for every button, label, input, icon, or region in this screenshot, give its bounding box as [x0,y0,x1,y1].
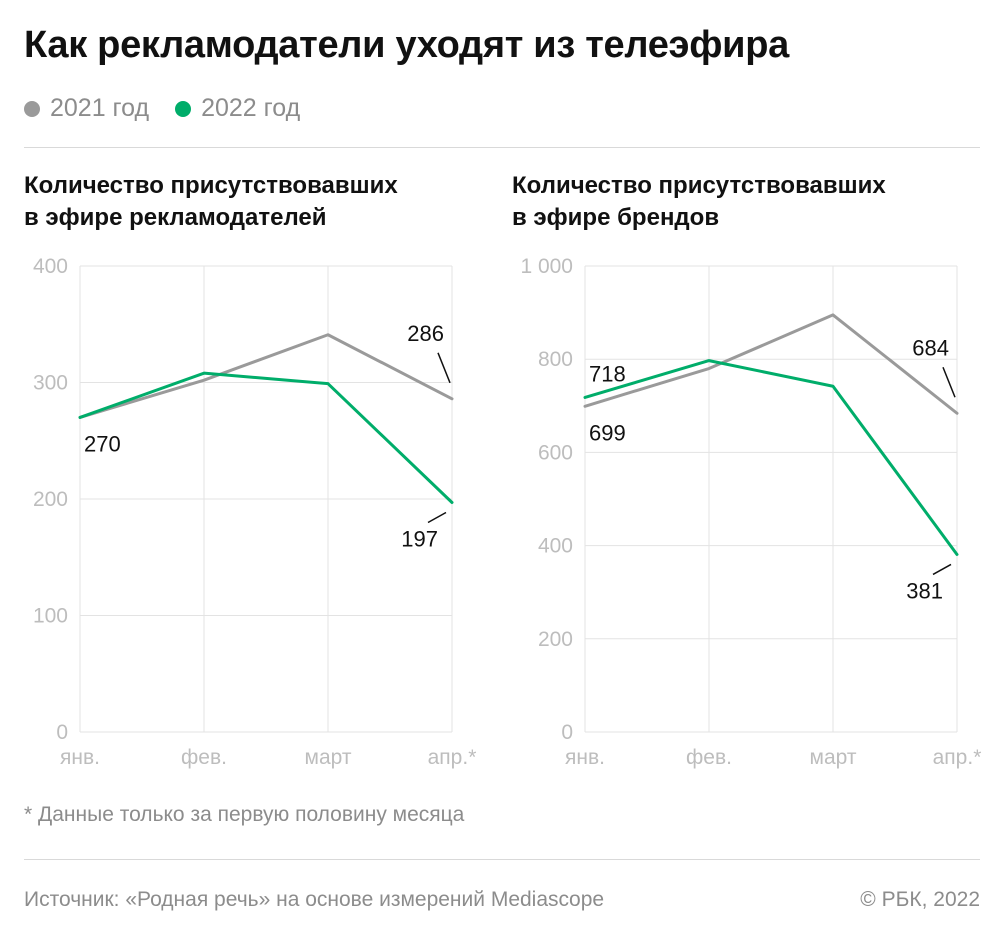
advertisers-data-label-2: 270 [84,431,121,456]
brands-data-label-3: 699 [589,420,626,445]
brands-data-label-1: 381 [906,578,943,603]
legend-dot-2021 [24,100,40,117]
brands-y-tick-label-0: 1 000 [520,255,573,278]
advertisers-y-tick-label-4: 0 [56,721,68,744]
advertisers-data-label-leader-1 [427,511,447,524]
advertisers-data-label-leader-0 [437,352,451,384]
left-chart-subtitle-line-2: в эфире рекламодателей [24,204,327,231]
advertisers-x-tick-label-3: апр.* [428,746,477,769]
right-chart-subtitle-line-1: Количество присутствовавших [512,172,886,199]
copyright: © РБК, 2022 [860,888,980,911]
advertisers-series-line-0 [78,333,454,419]
legend-item-2022: 2022 год [175,94,300,123]
left-chart-subtitle-line-1: Количество присутствовавших [24,172,398,199]
brands-y-tick-label-5: 0 [561,721,573,744]
brands-data-label-leader-0 [942,366,956,398]
brands-x-tick-label-1: фев. [686,746,732,769]
brands-y-tick-label-2: 600 [538,441,573,464]
brands-y-tick-label-4: 200 [538,628,573,651]
source-note: Источник: «Родная речь» на основе измере… [24,888,605,911]
right-chart-subtitle: Количество присутствовавших в эфире брен… [512,170,886,234]
advertisers-y-tick-label-0: 400 [33,255,68,278]
legend-label-2022: 2022 год [201,94,301,122]
advertisers-series-line-1 [78,371,454,504]
advertisers-y-tick-label-3: 100 [33,605,68,628]
footnote: * Данные только за первую половину месяц… [24,803,465,826]
brands-series-line-0 [583,313,959,415]
advertisers-x-tick-label-0: янв. [60,746,100,769]
brands-data-label-0: 684 [912,335,949,360]
brands-y-tick-label-3: 400 [538,535,573,558]
brands-data-label-leader-1 [932,563,952,576]
advertisers-x-tick-label-1: фев. [181,746,227,769]
brands-x-tick-label-0: янв. [565,746,605,769]
top-divider [24,147,980,148]
legend-item-2021: 2021 год [24,94,149,123]
right-chart-subtitle-line-2: в эфире брендов [512,204,720,231]
brands-y-tick-label-1: 800 [538,348,573,371]
advertisers-data-label-1: 197 [401,526,438,551]
advertisers-y-tick-label-2: 200 [33,488,68,511]
brands-series-line-1 [583,359,959,556]
advertisers-x-tick-label-2: март [305,746,352,769]
brands-x-tick-label-3: апр.* [933,746,982,769]
chart-title: Как рекламодатели уходят из телеэфира [24,24,789,66]
brands-data-label-2: 718 [589,361,626,386]
advertisers-data-label-0: 286 [407,321,444,346]
legend-dot-2022 [175,100,192,117]
advertisers-y-tick-label-1: 300 [33,372,68,395]
legend-label-2021: 2021 год [50,94,150,122]
left-chart-subtitle: Количество присутствовавших в эфире рекл… [24,170,398,234]
legend: 2021 год 2022 год [24,94,326,123]
bottom-divider [24,859,980,860]
brands-x-tick-label-2: март [810,746,857,769]
